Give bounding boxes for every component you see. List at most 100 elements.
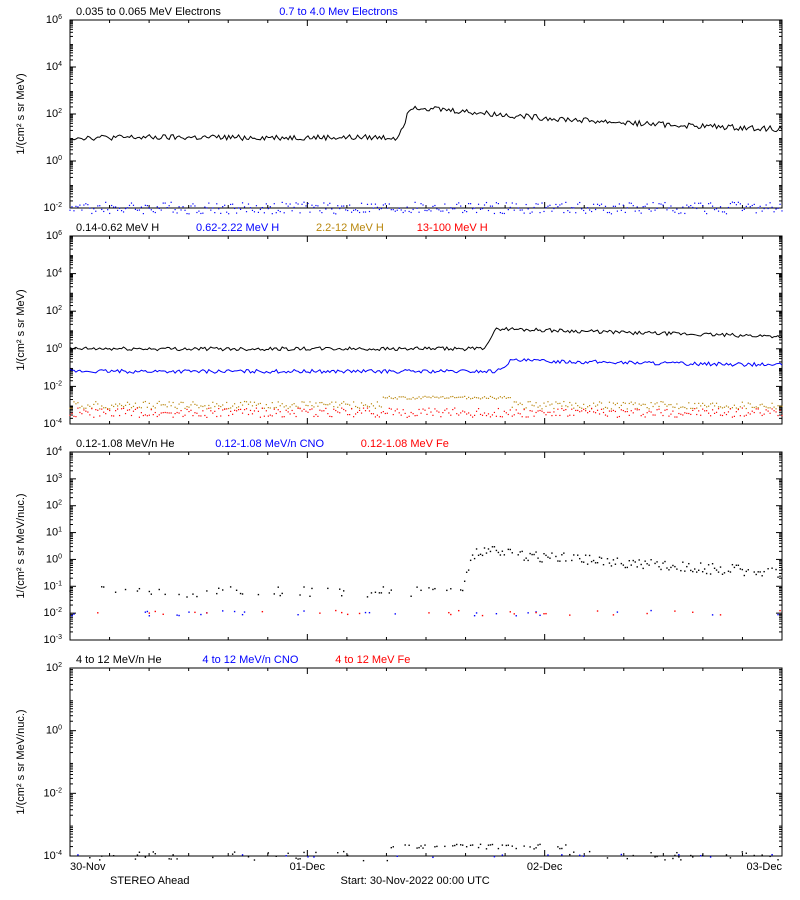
point	[587, 412, 588, 413]
point	[297, 408, 298, 409]
point	[692, 207, 693, 208]
point	[650, 559, 651, 560]
point	[627, 411, 628, 412]
point	[315, 852, 316, 853]
point	[589, 851, 590, 852]
point	[690, 205, 691, 206]
point	[418, 409, 419, 410]
point	[504, 411, 505, 412]
point	[290, 406, 291, 407]
point	[313, 406, 314, 407]
point	[145, 401, 146, 402]
point	[428, 587, 429, 588]
point	[444, 410, 445, 411]
point	[143, 213, 144, 214]
point	[371, 592, 372, 593]
point	[295, 857, 296, 858]
point	[89, 857, 90, 858]
point	[220, 213, 221, 214]
point	[706, 410, 707, 411]
point	[581, 561, 582, 562]
ytick-label: 104	[46, 268, 62, 280]
point	[498, 848, 499, 849]
point	[414, 202, 415, 203]
point	[97, 410, 98, 411]
point	[127, 402, 128, 403]
point	[411, 412, 412, 413]
point	[176, 408, 177, 409]
point	[411, 398, 412, 399]
point	[658, 409, 659, 410]
point	[75, 416, 76, 417]
point	[222, 206, 223, 207]
point	[450, 588, 451, 589]
point	[706, 573, 707, 574]
point	[194, 412, 195, 413]
point	[337, 411, 338, 412]
point	[589, 209, 590, 210]
point	[724, 412, 725, 413]
point	[573, 207, 574, 208]
point	[619, 416, 620, 417]
point	[571, 207, 572, 208]
point	[670, 205, 671, 206]
y-axis-label: 1/(cm² s sr MeV)	[15, 289, 27, 370]
point	[371, 403, 372, 404]
point	[498, 203, 499, 204]
point	[621, 210, 622, 211]
point	[196, 413, 197, 414]
point	[718, 406, 719, 407]
point	[748, 402, 749, 403]
point	[617, 403, 618, 404]
point	[371, 413, 372, 414]
point	[69, 210, 70, 211]
point	[327, 204, 328, 205]
point	[176, 412, 177, 413]
point	[698, 410, 699, 411]
point	[533, 848, 534, 849]
point	[161, 209, 162, 210]
point	[672, 406, 673, 407]
point	[633, 205, 634, 206]
point	[470, 203, 471, 204]
point	[678, 856, 679, 857]
point	[627, 858, 628, 859]
point	[420, 203, 421, 204]
point	[631, 410, 632, 411]
point	[775, 569, 776, 570]
point	[601, 402, 602, 403]
point	[391, 398, 392, 399]
point	[444, 398, 445, 399]
point	[117, 408, 118, 409]
point	[633, 404, 634, 405]
point	[85, 203, 86, 204]
point	[327, 404, 328, 405]
point	[744, 405, 745, 406]
point	[589, 411, 590, 412]
point	[252, 210, 253, 211]
point	[119, 415, 120, 416]
point	[413, 209, 414, 210]
point	[246, 401, 247, 402]
ytick-label: 10-1	[44, 580, 63, 592]
point	[379, 592, 380, 593]
point	[722, 415, 723, 416]
point	[329, 203, 330, 204]
point	[319, 210, 320, 211]
point	[176, 858, 177, 859]
point	[178, 594, 179, 595]
point	[93, 208, 94, 209]
point	[416, 208, 417, 209]
point	[121, 408, 122, 409]
legend-label: 0.12-1.08 MeV Fe	[361, 438, 449, 450]
point	[551, 415, 552, 416]
point	[462, 397, 463, 398]
point	[761, 854, 762, 855]
point	[773, 211, 774, 212]
point	[119, 208, 120, 209]
point	[79, 205, 80, 206]
point	[420, 398, 421, 399]
point	[258, 411, 259, 412]
point	[438, 397, 439, 398]
point	[212, 207, 213, 208]
